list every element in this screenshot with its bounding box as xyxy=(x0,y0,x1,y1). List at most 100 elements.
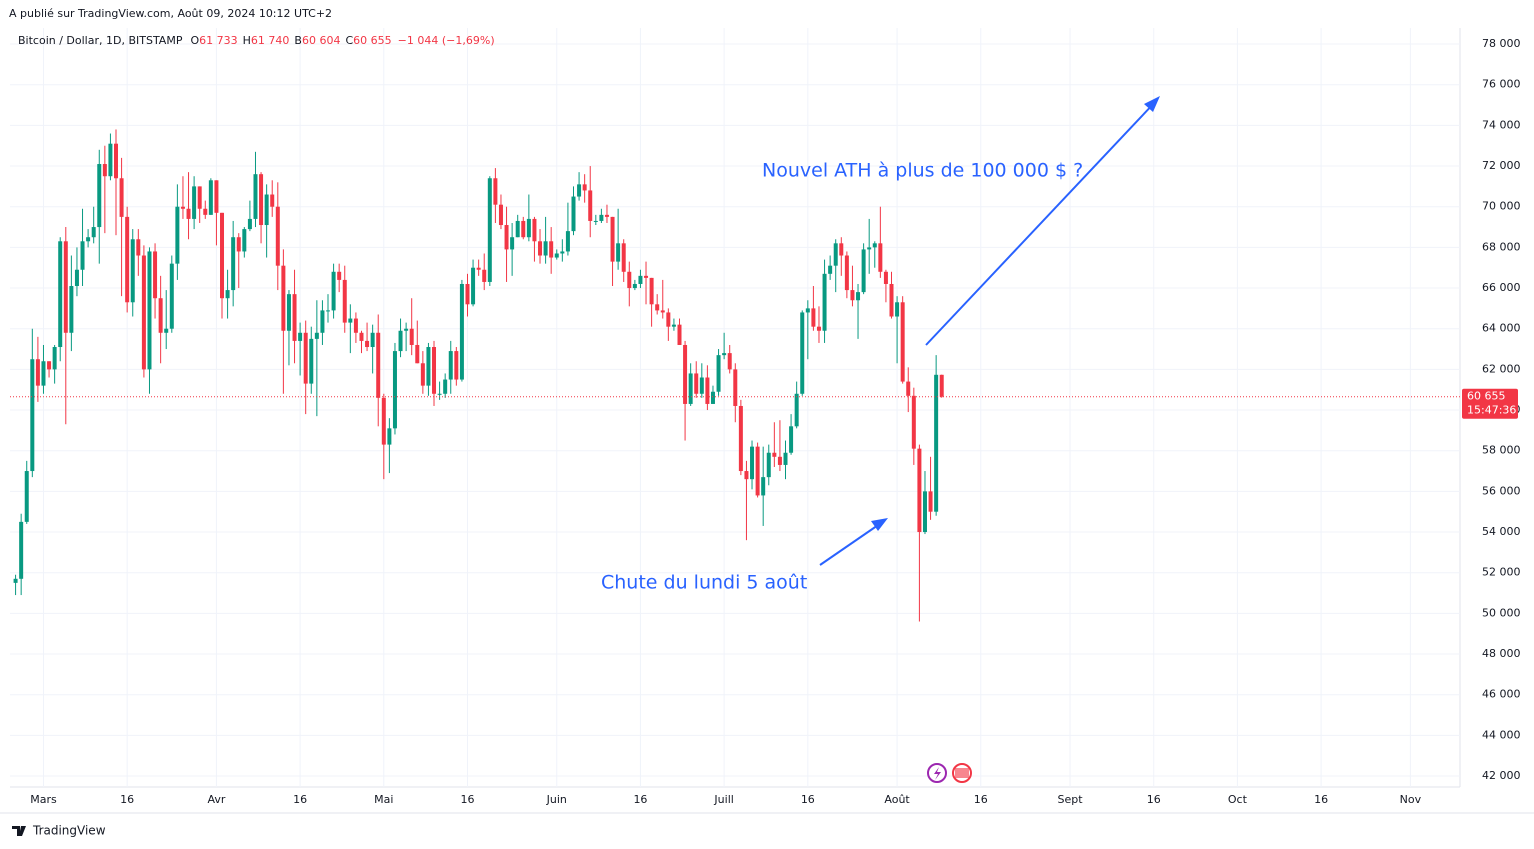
candle-body xyxy=(214,180,219,213)
ohlc-value: 60 655 xyxy=(353,34,392,47)
candle-body xyxy=(114,143,119,179)
candle-body xyxy=(58,241,63,348)
candle-body xyxy=(169,263,174,329)
candle-body xyxy=(141,255,146,370)
candle-body xyxy=(164,328,169,333)
arrow-head xyxy=(1144,96,1160,112)
candle-body xyxy=(733,369,738,406)
x-tick-label: 16 xyxy=(974,793,988,806)
candle-body xyxy=(934,374,939,512)
candle-body xyxy=(577,184,582,197)
candle-body xyxy=(543,241,548,256)
candle-body xyxy=(298,332,303,341)
brand: TradingView xyxy=(32,824,106,838)
candle-body xyxy=(63,241,68,333)
candle-body xyxy=(549,241,554,258)
candle-body xyxy=(381,397,386,445)
candle-body xyxy=(24,471,29,522)
candle-body xyxy=(683,344,688,404)
candle-body xyxy=(259,174,264,226)
candle-body xyxy=(236,237,241,252)
candle-body xyxy=(928,491,933,512)
candle-body xyxy=(565,231,570,252)
candle-body xyxy=(80,241,85,270)
candle-body xyxy=(833,243,838,266)
candle-body xyxy=(493,178,498,205)
arrow-drop xyxy=(819,520,885,566)
candle-body xyxy=(588,190,593,221)
candle-body xyxy=(392,351,397,429)
candle-body xyxy=(448,351,453,380)
candle-body xyxy=(292,294,297,341)
candle-body xyxy=(130,239,135,303)
candle-body xyxy=(432,347,437,394)
candle-body xyxy=(314,332,319,339)
candle-body xyxy=(476,267,481,270)
candle-body xyxy=(35,359,40,386)
candle-body xyxy=(677,324,682,345)
candle-body xyxy=(883,271,888,284)
x-tick-label: Août xyxy=(884,793,910,806)
x-tick-label: Avr xyxy=(207,793,225,806)
candle-body xyxy=(889,283,894,317)
candle-body xyxy=(409,328,414,345)
candle-body xyxy=(856,292,861,301)
annotation: Nouvel ATH à plus de 100 000 $ ? xyxy=(762,160,1083,182)
candle-body xyxy=(465,283,470,305)
candle-body xyxy=(861,249,866,293)
flag-icon xyxy=(955,768,969,778)
candle-body xyxy=(231,237,236,291)
candle-body xyxy=(644,275,649,278)
candle-body xyxy=(616,243,621,262)
x-tick-label: Sept xyxy=(1058,793,1084,806)
candle-body xyxy=(342,279,347,323)
ohlc-value: 61 740 xyxy=(251,34,290,47)
candle-body xyxy=(688,373,693,404)
candle-body xyxy=(242,229,247,252)
candle-body xyxy=(560,251,565,254)
symbol-name: Bitcoin / Dollar, 1D, BITSTAMP xyxy=(18,34,183,47)
overlay xyxy=(10,96,1460,836)
candle-body xyxy=(19,521,24,579)
candle-body xyxy=(359,332,364,341)
ohlc-value: 61 733 xyxy=(199,34,238,47)
candle-body xyxy=(186,208,191,219)
candle-body xyxy=(610,216,615,262)
candle-body xyxy=(91,227,96,238)
candle-body xyxy=(554,253,559,258)
candle-body xyxy=(69,286,74,333)
candle-body xyxy=(158,298,163,333)
candle-body xyxy=(370,332,375,348)
candle-body xyxy=(175,206,180,264)
x-tick-label: Mars xyxy=(30,793,57,806)
candle-body xyxy=(895,302,900,317)
x-tick-label: Nov xyxy=(1400,793,1422,806)
candle-body xyxy=(420,363,425,386)
y-tick-label: 78 000 xyxy=(1482,37,1521,50)
y-tick-label: 42 000 xyxy=(1482,769,1521,782)
candle-body xyxy=(872,243,877,248)
candle-body xyxy=(705,377,710,404)
last-price-box xyxy=(1462,388,1518,419)
candle-body xyxy=(789,426,794,453)
candle-body xyxy=(365,340,370,348)
candle-body xyxy=(811,308,816,327)
published-note: A publié sur TradingView.com, Août 09, 2… xyxy=(9,7,332,20)
symbol-legend: Bitcoin / Dollar, 1D, BITSTAMP O61 733 H61… xyxy=(18,34,495,47)
y-tick-label: 70 000 xyxy=(1482,200,1521,213)
candle-body xyxy=(878,243,883,272)
x-tick-label: Juill xyxy=(713,793,733,806)
candle-body xyxy=(510,237,515,250)
candle-body xyxy=(828,265,833,274)
candle-body xyxy=(136,239,141,256)
candle-body xyxy=(794,393,799,427)
candle-body xyxy=(119,178,124,217)
x-tick-label: 16 xyxy=(1147,793,1161,806)
candle-body xyxy=(225,290,230,299)
candle-body xyxy=(911,395,916,449)
candle-body xyxy=(521,220,526,238)
y-tick-label: 58 000 xyxy=(1482,444,1521,457)
candle-body xyxy=(387,428,392,445)
candle-body xyxy=(147,251,152,370)
